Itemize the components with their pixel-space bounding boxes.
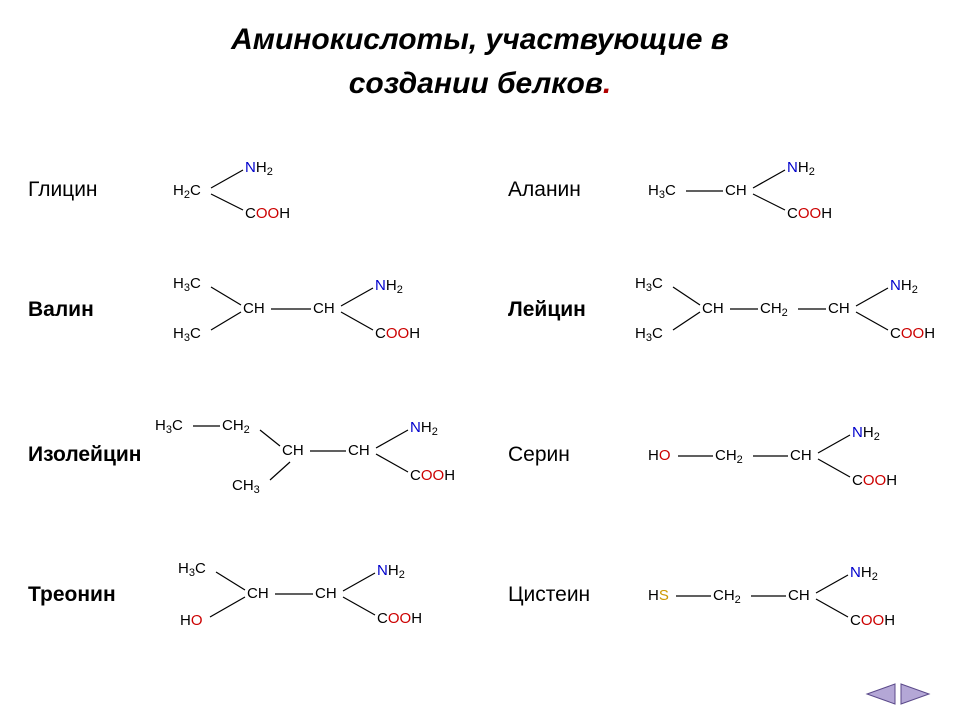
label-alanine: Аланин [480, 178, 643, 202]
svg-text:H3C: H3C [178, 560, 206, 579]
formula-cysteine: HS CH2 CH NH2 COOH [643, 550, 943, 640]
svg-text:HS: HS [648, 587, 669, 604]
svg-text:NH2: NH2 [410, 419, 438, 438]
svg-text:COOH: COOH [787, 205, 832, 222]
svg-text:H3C: H3C [648, 182, 676, 201]
svg-text:COOH: COOH [890, 325, 935, 342]
svg-text:CH: CH [725, 182, 747, 199]
svg-text:H3C: H3C [173, 325, 201, 344]
formula-leucine: H3C H3C CH CH2 CH NH2 COOH [630, 260, 960, 360]
svg-text:CH: CH [788, 587, 810, 604]
svg-text:CH2: CH2 [222, 417, 250, 436]
svg-text:NH2: NH2 [245, 159, 273, 178]
svg-text:COOH: COOH [852, 472, 897, 489]
label-cysteine: Цистеин [480, 583, 643, 607]
label-isoleucine: Изолейцин [0, 443, 150, 467]
title-line-2: создании белков [349, 67, 603, 100]
svg-text:NH2: NH2 [850, 564, 878, 583]
svg-text:CH: CH [282, 442, 304, 459]
cell-isoleucine: Изолейцин H3C CH2 CH CH3 CH NH2 COOH [0, 400, 480, 510]
svg-text:H3C: H3C [635, 325, 663, 344]
label-valine: Валин [0, 298, 163, 322]
formula-serine: HO CH2 CH NH2 COOH [643, 410, 943, 500]
svg-text:CH2: CH2 [760, 300, 788, 319]
svg-text:CH: CH [247, 585, 269, 602]
svg-text:COOH: COOH [375, 325, 420, 342]
label-leucine: Лейцин [480, 298, 630, 322]
nav-arrows [861, 680, 935, 708]
svg-text:CH2: CH2 [713, 587, 741, 606]
cell-serine: Серин HO CH2 CH NH2 COOH [480, 400, 960, 510]
row-4: Треонин H3C HO CH CH NH2 COOH Цистеин [0, 545, 960, 645]
next-button[interactable] [899, 680, 935, 708]
svg-text:NH2: NH2 [377, 562, 405, 581]
label-threonine: Треонин [0, 583, 163, 607]
formula-isoleucine: H3C CH2 CH CH3 CH NH2 COOH [150, 400, 480, 510]
row-3: Изолейцин H3C CH2 CH CH3 CH NH2 COOH [0, 400, 960, 510]
svg-text:CH: CH [313, 300, 335, 317]
svg-text:CH: CH [348, 442, 370, 459]
formula-alanine: H3C CH NH2 COOH [643, 150, 893, 230]
cell-alanine: Аланин H3C CH NH2 COOH [480, 150, 960, 230]
svg-text:CH2: CH2 [715, 447, 743, 466]
cell-threonine: Треонин H3C HO CH CH NH2 COOH [0, 545, 480, 645]
svg-text:CH3: CH3 [232, 477, 260, 496]
cell-valine: Валин H3C H3C CH CH NH2 COOH [0, 260, 480, 360]
svg-text:H3C: H3C [173, 275, 201, 294]
svg-text:CH: CH [243, 300, 265, 317]
svg-text:COOH: COOH [850, 612, 895, 629]
label-serine: Серин [480, 443, 643, 467]
formula-valine: H3C H3C CH CH NH2 COOH [163, 260, 463, 360]
prev-button[interactable] [861, 680, 897, 708]
svg-text:CH: CH [790, 447, 812, 464]
cell-leucine: Лейцин H3C H3C CH CH2 CH NH2 COOH [480, 260, 960, 360]
svg-text:COOH: COOH [377, 610, 422, 627]
label-glycine: Глицин [0, 178, 163, 202]
svg-text:H2C: H2C [173, 182, 201, 201]
svg-text:NH2: NH2 [787, 159, 815, 178]
svg-text:COOH: COOH [410, 467, 455, 484]
svg-text:H3C: H3C [635, 275, 663, 294]
svg-text:NH2: NH2 [375, 277, 403, 296]
row-2: Валин H3C H3C CH CH NH2 COOH Лейцин [0, 260, 960, 360]
row-1: Глицин H2C NH2 COOH Аланин H3C CH [0, 150, 960, 230]
svg-text:CH: CH [828, 300, 850, 317]
svg-text:CH: CH [702, 300, 724, 317]
page-title: Аминокислоты, участвующие в создании бел… [0, 18, 960, 105]
svg-text:HO: HO [180, 612, 203, 629]
cell-cysteine: Цистеин HS CH2 CH NH2 COOH [480, 545, 960, 645]
svg-text:NH2: NH2 [852, 424, 880, 443]
title-line-1: Аминокислоты, участвующие в [231, 23, 729, 56]
svg-text:COOH: COOH [245, 205, 290, 222]
svg-text:NH2: NH2 [890, 277, 918, 296]
svg-text:H3C: H3C [155, 417, 183, 436]
slide: Аминокислоты, участвующие в создании бел… [0, 0, 960, 720]
cell-glycine: Глицин H2C NH2 COOH [0, 150, 480, 230]
svg-text:CH: CH [315, 585, 337, 602]
formula-threonine: H3C HO CH CH NH2 COOH [163, 545, 463, 645]
formula-glycine: H2C NH2 COOH [163, 150, 363, 230]
svg-text:HO: HO [648, 447, 671, 464]
